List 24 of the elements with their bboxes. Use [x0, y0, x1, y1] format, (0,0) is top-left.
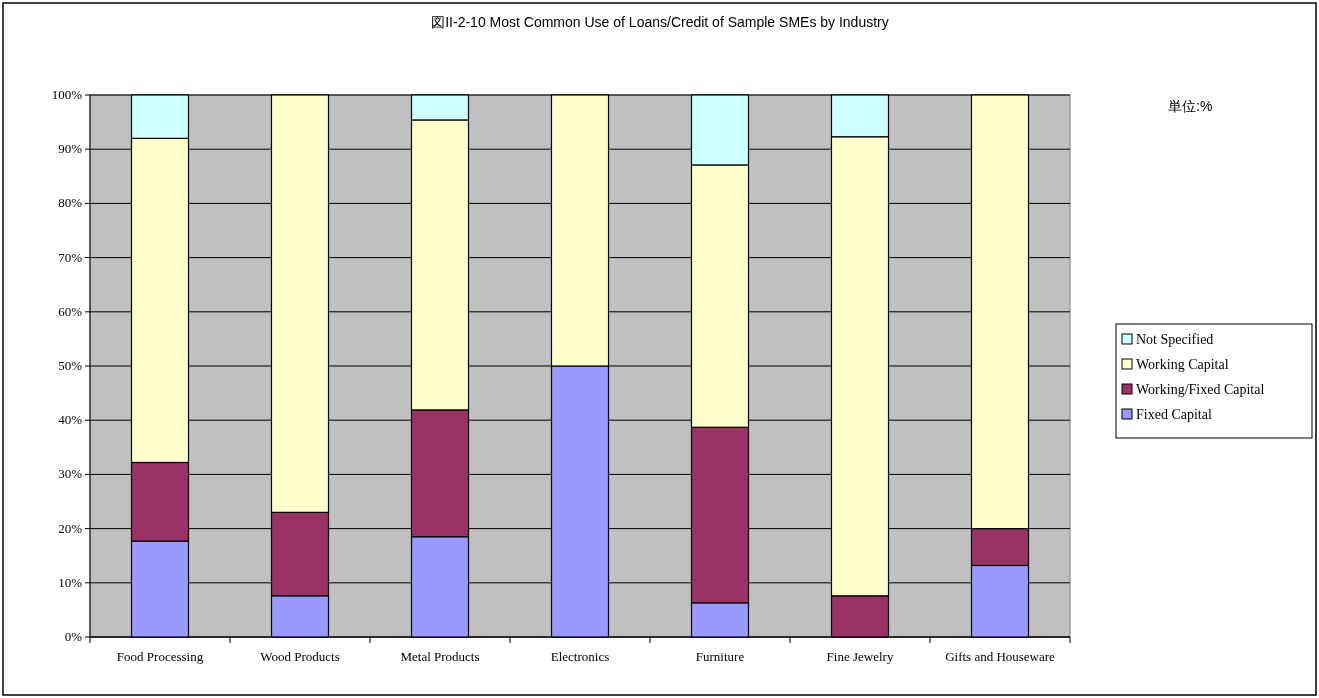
x-tick-label: Metal Products	[400, 649, 480, 664]
y-tick-label: 50%	[58, 358, 83, 373]
y-tick-label: 20%	[58, 520, 83, 536]
y-tick-label: 0%	[64, 629, 83, 644]
x-tick-label: Gifts and Houseware	[945, 649, 1056, 664]
x-tick-label: Fine Jewelry	[826, 649, 894, 664]
legend-label: Working/Fixed Capital	[1136, 382, 1265, 397]
x-tick-label: Wood Products	[260, 649, 340, 664]
y-tick-label: 30%	[58, 466, 83, 482]
legend-label: Working Capital	[1136, 357, 1229, 372]
x-tick-label: Food Processing	[116, 649, 204, 664]
y-tick-label: 70%	[58, 249, 83, 265]
y-tick-label: 10%	[58, 574, 83, 590]
text: 単位:%	[1168, 98, 1213, 114]
legend-label: Fixed Capital	[1136, 407, 1212, 422]
y-tick-label: 80%	[58, 195, 83, 211]
chart-title: 図II-2-10 Most Common Use of Loans/Credit of Sample SMEs by Industry	[431, 14, 889, 30]
x-tick-label: Electronics	[550, 649, 610, 664]
legend-label: Not Specified	[1136, 332, 1214, 347]
x-tick-label: Furniture	[695, 649, 745, 664]
y-tick-label: 100%	[51, 87, 83, 102]
y-tick-label: 60%	[58, 303, 83, 319]
y-tick-label: 90%	[58, 141, 83, 157]
y-tick-label: 40%	[58, 412, 83, 428]
